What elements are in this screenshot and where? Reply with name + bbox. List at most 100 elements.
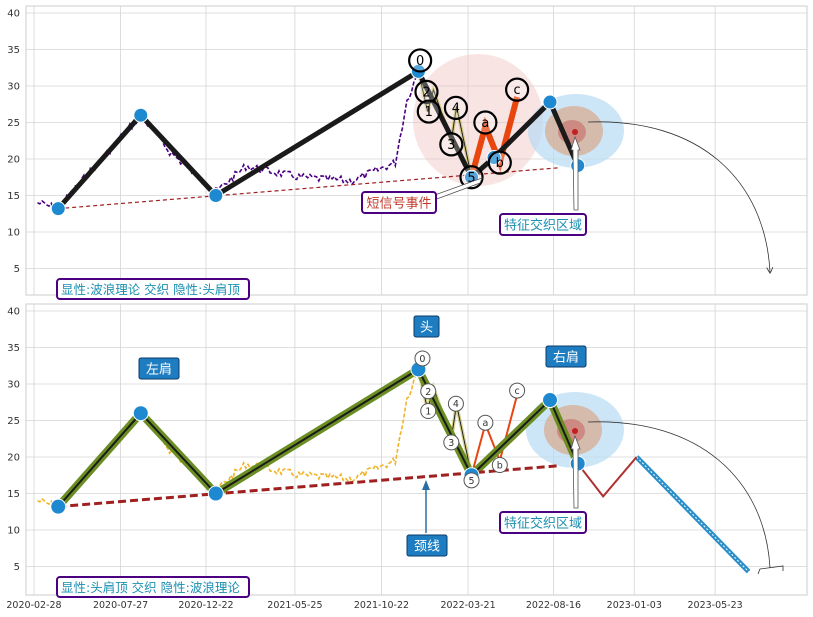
top-gridlines (26, 6, 807, 295)
wave-label-text: 5 (467, 171, 475, 186)
short-signal-annotation: 短信号事件 (361, 191, 437, 214)
wave-node (132, 405, 149, 422)
wave-label-text: 5 (468, 476, 474, 487)
x-axis-tick-labels: 2020-02-28 2020-07-27 2020-12-22 2021-05-25… (6, 600, 742, 611)
x-tick-label: 2023-05-23 (687, 600, 742, 611)
wave-node (542, 94, 558, 110)
top-wave-nodes (50, 63, 586, 217)
top-footer-box: 显性:波浪理论 交织 隐性:头肩顶 (56, 278, 250, 300)
wave-label-circle (463, 472, 480, 489)
short-signal-text: 短信号事件 (366, 197, 431, 212)
wave-label-text: 3 (447, 138, 455, 153)
wave-label-circle (505, 77, 530, 102)
wave-label-text: a (482, 418, 488, 429)
y-tick-label: 20 (7, 155, 20, 166)
wave-label-text: b (496, 156, 504, 171)
bottom-forecast-bracket (757, 565, 784, 575)
wave-label-text: 1 (425, 407, 431, 418)
wave-node (50, 201, 66, 217)
head-badge: 头 (413, 315, 440, 338)
bottom-feature-arrow (570, 434, 581, 509)
wave-label-text: a (481, 116, 489, 131)
wave-label-circle (509, 382, 526, 399)
wave-label-circle (477, 414, 494, 431)
wave-label-circle (420, 383, 437, 400)
x-tick-label: 2020-07-27 (93, 600, 148, 611)
wave-label-text: b (497, 461, 503, 472)
y-tick-label: 35 (7, 343, 20, 354)
wave-label-circle (473, 110, 498, 135)
y-tick-label: 30 (7, 380, 20, 391)
wave-label-text: c (514, 386, 519, 397)
bottom-abc-correction (470, 394, 519, 476)
wave-label-text: 4 (453, 399, 459, 410)
right-shoulder-badge: 右肩 (545, 345, 587, 368)
wave-label-text: 0 (416, 54, 424, 69)
wave-label-circle (420, 403, 437, 420)
y-tick-label: 5 (14, 264, 20, 275)
x-tick-label: 2020-12-22 (178, 600, 233, 611)
y-tick-label: 35 (7, 45, 20, 56)
top-abc-correction (468, 96, 521, 179)
wave-label-circle (408, 48, 433, 73)
bottom-forecast-arc (587, 421, 771, 569)
bottom-wave-labels: 0 2 1 4 3 5 a c b (414, 350, 526, 489)
x-tick-label: 2021-05-25 (267, 600, 322, 611)
top-forecast-arc (587, 121, 770, 272)
x-tick-label: 2020-02-28 (6, 600, 61, 611)
top-wave-labels: 0 2 1 4 3 5 a c b (408, 48, 530, 190)
y-tick-label: 40 (7, 307, 20, 318)
wave-label-text: 4 (452, 101, 460, 116)
wave-node (208, 188, 224, 203)
y-tick-label: 25 (7, 118, 20, 129)
y-tick-label: 15 (7, 489, 20, 500)
top-feature-annotation: 特征交织区域 (499, 213, 587, 236)
y-tick-label: 30 (7, 82, 20, 93)
left-shoulder-text: 左肩 (146, 362, 172, 378)
top-feature-arrow (570, 135, 581, 211)
left-shoulder-badge: 左肩 (138, 357, 180, 380)
y-tick-label: 5 (14, 562, 20, 573)
wave-label-circle (487, 150, 512, 175)
wave-label-circle (443, 95, 469, 121)
neckline-arrow (422, 480, 430, 533)
wave-label-text: 0 (419, 354, 425, 365)
wave-node (50, 498, 67, 515)
wave-label-text: 3 (448, 438, 454, 449)
bottom-feature-annotation: 特征交织区域 (499, 511, 587, 534)
wave-label-circle (439, 132, 464, 157)
bottom-gridlines (26, 304, 807, 595)
wave-label-circle (416, 99, 441, 124)
wave-label-circle (414, 79, 439, 104)
projection-core (636, 456, 749, 572)
neckline-text: 颈线 (414, 540, 440, 555)
wave-label-text: 2 (425, 387, 431, 398)
top-y-tick-labels: 5 10 15 20 25 30 35 40 (7, 9, 20, 276)
y-tick-label: 10 (7, 228, 20, 239)
x-tick-label: 2022-08-16 (526, 600, 581, 611)
projection-red-segment (576, 456, 638, 499)
top-plot-area (25, 5, 808, 296)
y-tick-label: 20 (7, 453, 20, 464)
head-text: 头 (420, 321, 433, 336)
bottom-y-tick-labels: 5 10 15 20 25 30 35 40 (7, 307, 20, 574)
y-tick-label: 10 (7, 526, 20, 537)
top-feature-text: 特征交织区域 (504, 218, 582, 234)
y-tick-label: 40 (7, 9, 20, 20)
x-tick-label: 2022-03-21 (440, 600, 495, 611)
top-feature-zone-dot (572, 129, 578, 135)
y-tick-label: 15 (7, 191, 20, 202)
x-tick-label: 2021-10-22 (354, 600, 409, 611)
bottom-feature-text: 特征交织区域 (504, 516, 582, 532)
y-tick-label: 25 (7, 416, 20, 427)
wave-node (133, 107, 149, 123)
top-footer-label: 显性:波浪理论 交织 隐性:头肩顶 (61, 282, 240, 297)
wave-node (542, 392, 559, 409)
wave-label-text: c (514, 83, 521, 98)
top-wave-path (56, 68, 581, 211)
wave-label-circle (447, 395, 464, 412)
wave-node (207, 485, 224, 502)
wave-label-circle (443, 434, 460, 451)
